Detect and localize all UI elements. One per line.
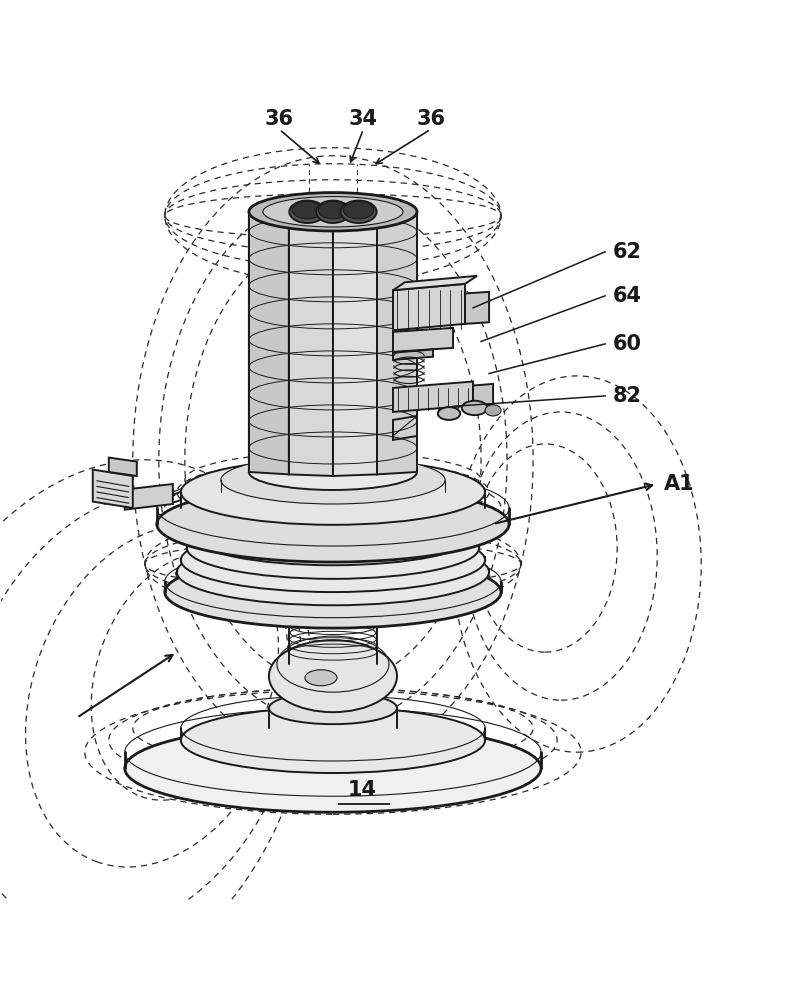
Polygon shape <box>393 416 417 440</box>
Ellipse shape <box>462 401 488 415</box>
Ellipse shape <box>343 201 374 219</box>
Ellipse shape <box>125 724 541 812</box>
Ellipse shape <box>176 539 489 605</box>
Ellipse shape <box>192 507 473 565</box>
Text: 36: 36 <box>265 109 294 129</box>
Polygon shape <box>109 458 137 476</box>
Polygon shape <box>289 216 333 476</box>
Ellipse shape <box>263 197 403 227</box>
Ellipse shape <box>187 517 479 579</box>
Polygon shape <box>125 484 172 510</box>
Text: 64: 64 <box>614 286 642 306</box>
Polygon shape <box>333 216 377 476</box>
Ellipse shape <box>249 193 417 231</box>
Polygon shape <box>393 276 477 290</box>
Polygon shape <box>473 384 493 406</box>
Ellipse shape <box>277 598 389 626</box>
Text: 14: 14 <box>348 780 377 800</box>
Ellipse shape <box>180 459 485 525</box>
Text: 62: 62 <box>614 242 642 262</box>
Ellipse shape <box>341 201 377 223</box>
Polygon shape <box>377 213 417 474</box>
Ellipse shape <box>180 707 485 773</box>
Text: 82: 82 <box>614 386 642 406</box>
Ellipse shape <box>318 201 347 219</box>
Ellipse shape <box>290 201 326 223</box>
Ellipse shape <box>165 556 501 628</box>
Ellipse shape <box>221 456 445 504</box>
Ellipse shape <box>180 528 485 592</box>
Ellipse shape <box>269 640 397 712</box>
Polygon shape <box>465 292 489 324</box>
Ellipse shape <box>292 201 322 219</box>
Text: 60: 60 <box>614 334 642 354</box>
Ellipse shape <box>249 454 417 490</box>
Ellipse shape <box>316 201 350 223</box>
Ellipse shape <box>269 692 397 724</box>
Ellipse shape <box>157 486 509 562</box>
Text: 36: 36 <box>416 109 445 129</box>
Text: A1: A1 <box>663 474 695 494</box>
Polygon shape <box>393 349 433 360</box>
Polygon shape <box>393 328 453 352</box>
Polygon shape <box>393 382 473 412</box>
Text: 34: 34 <box>349 109 378 129</box>
Polygon shape <box>249 213 289 474</box>
Ellipse shape <box>438 407 460 420</box>
Polygon shape <box>93 470 133 508</box>
Ellipse shape <box>305 670 337 686</box>
Ellipse shape <box>485 405 501 416</box>
Polygon shape <box>393 284 465 330</box>
